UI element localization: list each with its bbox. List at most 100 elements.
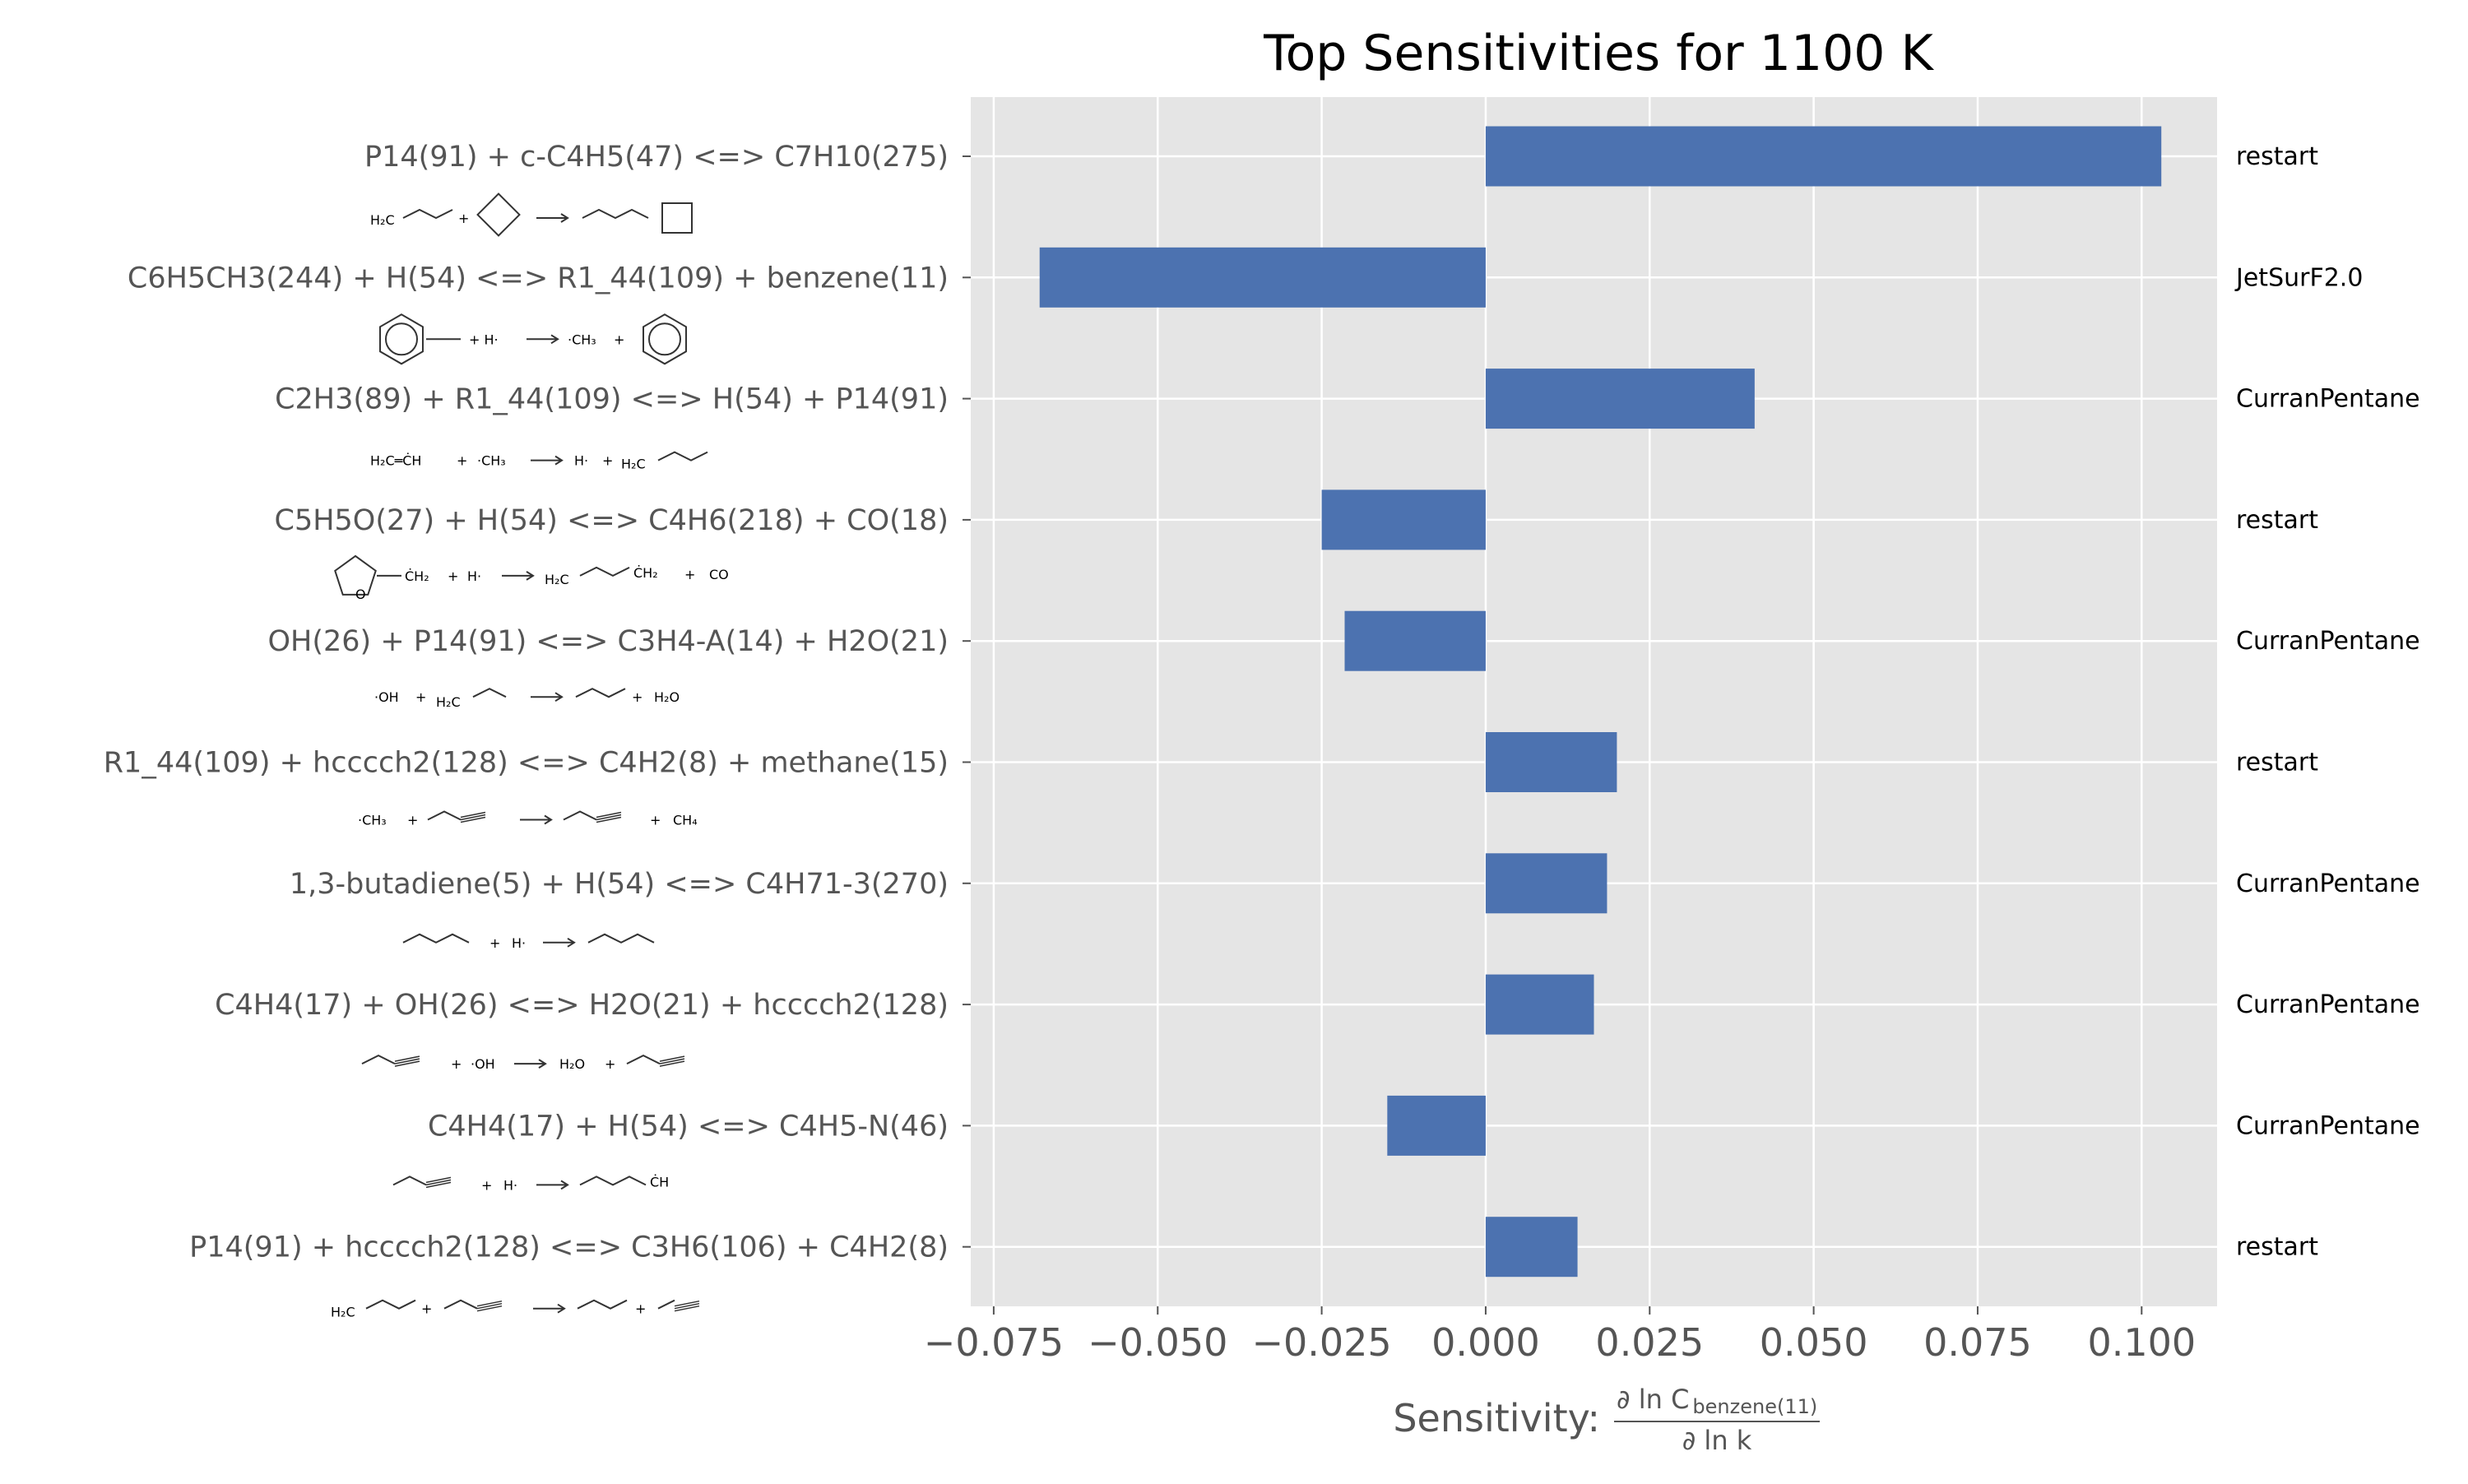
chain-bond [582,208,649,220]
triple-bond [674,1300,700,1307]
structure-row-0: H₂C + [370,192,693,237]
structure-row-3: O ĊH₂ + H· H₂C ĊH₂ + CO [334,554,729,602]
cyclobutane-ring [661,202,693,234]
structure-text: + [448,568,458,584]
y-tick-label: C2H3(89) + R1_44(109) <=> H(54) + P14(91… [275,383,949,416]
bar [1344,610,1486,671]
structure-row-6: + H· [402,933,655,951]
chain-bond [472,688,507,698]
reaction-arrow-head [554,455,564,466]
structure-text: H· [503,1177,517,1193]
chain-bond [427,810,462,821]
structure-text: + [415,689,426,705]
triple-bond [425,1179,452,1186]
chain-bond [587,933,655,944]
triple-bond [476,1302,503,1310]
structure-text: H· [574,453,588,469]
triple-bond [394,1060,420,1067]
triple-bond [596,816,622,823]
chain-bond [626,1054,661,1064]
benzene-ring [379,313,424,365]
structure-text: + [407,813,418,828]
bar [1321,489,1486,550]
chain-bond [365,1299,416,1310]
chain-bond [402,933,470,944]
triple-bond [476,1300,503,1307]
chain-bond [575,688,626,698]
triple-bond [659,1055,685,1062]
chain-bond [563,810,597,821]
x-axis-label-prefix: Sensitivity: [1393,1396,1600,1440]
structure-text: + [421,1301,432,1317]
bar [1485,126,2162,187]
triple-bond [394,1055,420,1062]
structure-text: + [451,1056,462,1072]
triple-bond [674,1302,700,1310]
y-tick-label: C4H4(17) + H(54) <=> C4H5-N(46) [428,1110,949,1143]
triple-bond [425,1176,452,1184]
structure-text: H₂C [370,212,395,228]
structure-text: H₂C═ĊH [370,453,421,469]
triple-bond [596,814,622,821]
source-label: CurranPentane [2236,990,2420,1019]
structure-text: + [481,1177,492,1193]
aromatic-circle [385,322,418,356]
chain-bond [577,1299,628,1310]
reaction-arrow-head [557,1303,566,1314]
triple-bond [460,814,486,821]
reaction-arrow-head [560,1180,569,1190]
structure-text: + [632,689,643,705]
reaction-arrow-head [544,814,553,825]
source-label: CurranPentane [2236,385,2420,414]
triple-bond [425,1181,452,1189]
reaction-arrow-head [554,692,564,703]
aromatic-circle [648,322,681,356]
structure-text: H· [467,568,481,584]
furan-ring [334,554,377,596]
structure-text: ·OH [471,1056,495,1072]
reaction-arrow-head [560,213,569,223]
structure-text: H₂C [331,1305,355,1320]
structure-text: + [614,332,624,347]
triple-bond [674,1305,700,1312]
structure-text: + H· [469,332,499,347]
reaction-arrow-head [567,937,576,948]
bar [1485,974,1594,1035]
y-tick-label: P14(91) + c-C4H5(47) <=> C7H10(275) [364,141,949,174]
structure-text: ·CH₃ [477,453,506,469]
structure-text: H₂O [559,1056,585,1072]
structure-text: + [458,211,469,226]
y-tick-label: R1_44(109) + hcccch2(128) <=> C4H2(8) + … [104,747,949,780]
x-tick-label: −0.050 [1088,1320,1227,1365]
source-label: restart [2236,506,2318,535]
bar [1485,732,1617,792]
x-tick-label: 0.050 [1760,1320,1868,1365]
triple-bond [460,816,486,823]
bar [1039,247,1486,308]
y-tick-label: P14(91) + hcccch2(128) <=> C3H6(106) + C… [189,1231,949,1264]
structure-text: + [489,935,500,951]
structure-text: H· [512,935,526,951]
structure-text: + [635,1301,646,1317]
y-tick-label: 1,3-butadiene(5) + H(54) <=> C4H71-3(270… [290,868,949,901]
benzene-ring [643,313,687,365]
structure-row-8: + H· ĊH [392,1174,669,1193]
structure-text: H₂C [436,694,461,710]
x-tick-label: 0.075 [1923,1320,2032,1365]
reaction-arrow-head [538,1059,547,1069]
structure-text: + [650,813,661,828]
x-tick-label: −0.075 [924,1320,1064,1365]
chain-bond [579,1176,647,1186]
structure-row-2: H₂C═ĊH + ·CH₃ H· + H₂C [370,451,708,472]
x-tick-label: −0.025 [1251,1320,1391,1365]
triple-bond [659,1058,685,1064]
structure-text: CH₄ [673,813,698,828]
structure-text: ĊH [650,1174,669,1190]
structure-text: + [605,1056,615,1072]
chain-bond [657,451,708,461]
triple-bond [460,811,486,819]
bar [1485,853,1607,914]
